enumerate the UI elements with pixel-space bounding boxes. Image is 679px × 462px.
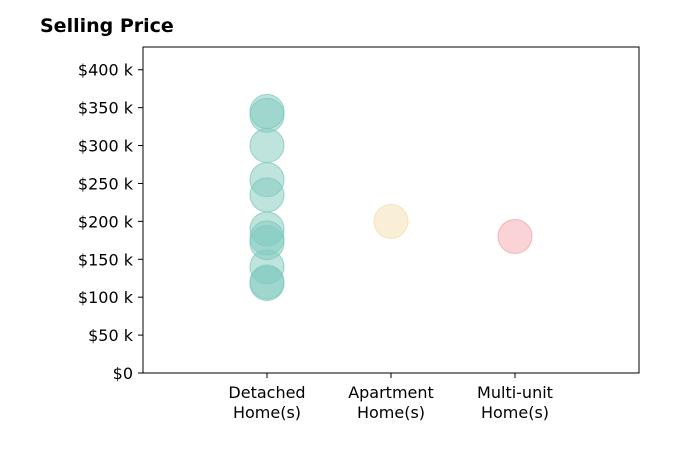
- y-tick-label: $100 k: [78, 288, 134, 307]
- data-point: [249, 266, 285, 302]
- y-tick-label: $50 k: [88, 326, 134, 345]
- chart-title: Selling Price: [40, 15, 174, 37]
- x-tick-label: Apartment Home(s): [348, 383, 434, 422]
- data-point: [497, 219, 533, 255]
- y-tick-label: $400 k: [78, 61, 134, 80]
- y-tick-label: $0: [113, 364, 133, 383]
- x-tick-label: Multi-unit Home(s): [477, 383, 553, 422]
- y-tick-label: $150 k: [78, 250, 134, 269]
- x-axis: Detached Home(s) Apartment Home(s) Multi-uni…: [228, 373, 553, 422]
- data-point: [249, 128, 285, 164]
- data-point: [249, 177, 285, 213]
- x-tick-label: Detached Home(s): [228, 383, 305, 422]
- y-tick-label: $250 k: [78, 174, 134, 193]
- data-point: [249, 97, 285, 133]
- data-point: [373, 203, 409, 239]
- y-tick-label: $300 k: [78, 137, 134, 156]
- data-points: [249, 93, 533, 302]
- y-tick-label: $350 k: [78, 99, 134, 118]
- y-tick-label: $200 k: [78, 212, 134, 231]
- y-axis: $0 $50 k $100 k $150 k $200 k $250 k $300 k $35…: [78, 61, 143, 383]
